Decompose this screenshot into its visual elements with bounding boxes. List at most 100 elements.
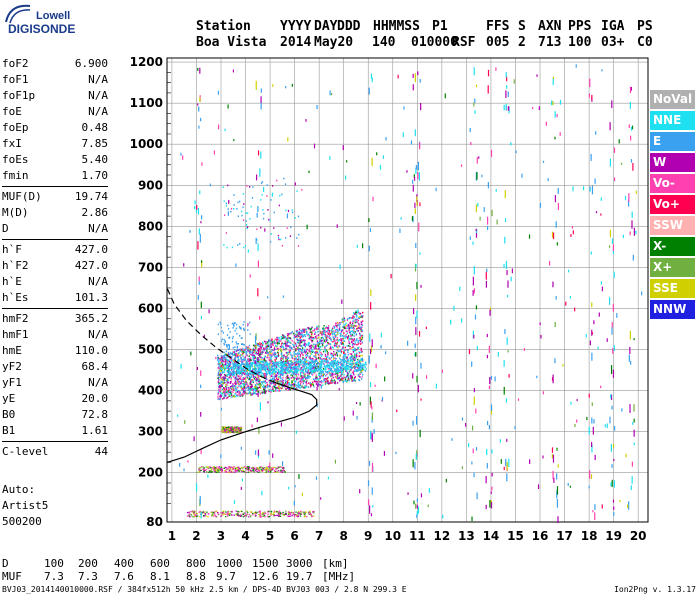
echo-point bbox=[276, 510, 278, 513]
echo-point bbox=[271, 342, 273, 345]
echo-point bbox=[269, 343, 272, 345]
echo-point bbox=[226, 361, 228, 364]
echo-point bbox=[260, 358, 262, 361]
echo-point bbox=[327, 342, 330, 345]
echo-point bbox=[227, 348, 229, 351]
echo-point bbox=[234, 348, 236, 351]
echo-point bbox=[240, 470, 242, 472]
echo-point bbox=[260, 352, 263, 354]
echo-point bbox=[222, 392, 224, 394]
echo-point bbox=[309, 345, 312, 347]
echo-point bbox=[223, 510, 225, 512]
echo-point bbox=[353, 354, 356, 356]
echo-point bbox=[269, 370, 271, 372]
echo-point bbox=[273, 354, 275, 356]
echo-point bbox=[301, 347, 304, 349]
echo-point bbox=[333, 363, 335, 366]
echo-point bbox=[274, 360, 277, 363]
echo-point bbox=[302, 335, 305, 338]
echo-point bbox=[338, 338, 341, 341]
echo-point bbox=[330, 353, 332, 356]
echo-point bbox=[234, 352, 236, 355]
echo-point bbox=[348, 368, 350, 370]
echo-point bbox=[297, 332, 300, 334]
echo-point bbox=[244, 383, 246, 386]
echo-point bbox=[297, 334, 299, 336]
echo-point bbox=[304, 339, 306, 342]
echo-point bbox=[238, 515, 240, 517]
echo-point bbox=[354, 311, 357, 314]
echo-point bbox=[224, 354, 226, 356]
echo-point bbox=[268, 339, 270, 341]
echo-point bbox=[261, 372, 264, 375]
echo-point bbox=[309, 371, 311, 374]
echo-point bbox=[311, 371, 313, 374]
echo-point bbox=[277, 513, 280, 515]
echo-point bbox=[252, 469, 254, 471]
echo-point bbox=[314, 328, 316, 330]
echo-point bbox=[279, 367, 282, 369]
echo-point bbox=[321, 345, 323, 348]
echo-point bbox=[221, 384, 223, 386]
echo-point bbox=[305, 343, 308, 346]
echo-point bbox=[232, 468, 235, 471]
echo-point bbox=[261, 344, 264, 347]
echo-point bbox=[329, 343, 332, 346]
echo-point bbox=[227, 351, 230, 354]
echo-point bbox=[230, 210, 232, 213]
echo-point bbox=[225, 367, 228, 369]
echo-point bbox=[217, 395, 219, 398]
echo-point bbox=[217, 467, 220, 469]
echo-point bbox=[198, 471, 201, 473]
echo-point bbox=[325, 345, 327, 348]
echo-point bbox=[233, 325, 235, 327]
echo-point bbox=[323, 339, 325, 342]
echo-point bbox=[260, 199, 262, 201]
echo-point bbox=[278, 339, 280, 341]
echo-point bbox=[320, 351, 322, 354]
echo-point bbox=[295, 357, 297, 360]
echo-point bbox=[281, 357, 283, 359]
echo-point bbox=[250, 359, 252, 361]
echo-point bbox=[319, 376, 322, 379]
echo-point bbox=[225, 353, 227, 356]
echo-point bbox=[231, 427, 234, 429]
echo-point bbox=[341, 369, 343, 372]
echo-point bbox=[360, 349, 362, 351]
echo-point bbox=[302, 375, 304, 378]
echo-point bbox=[316, 378, 318, 381]
echo-point bbox=[266, 368, 269, 371]
echo-point bbox=[293, 372, 295, 375]
echo-point bbox=[248, 357, 251, 360]
x-tick-label: 2 bbox=[192, 529, 200, 543]
echo-point bbox=[343, 340, 345, 342]
echo-point bbox=[281, 470, 283, 472]
echo-point bbox=[354, 331, 356, 333]
echo-point bbox=[341, 338, 343, 340]
echo-point bbox=[277, 371, 280, 374]
echo-point bbox=[211, 513, 214, 515]
echo-point bbox=[237, 215, 240, 218]
echo-point bbox=[298, 365, 300, 368]
echo-point bbox=[274, 383, 276, 386]
echo-point bbox=[343, 354, 345, 356]
echo-point bbox=[247, 468, 250, 470]
echo-point bbox=[229, 390, 231, 393]
echo-point bbox=[323, 378, 325, 381]
echo-point bbox=[259, 343, 261, 345]
echo-point bbox=[241, 470, 243, 473]
echo-point bbox=[361, 371, 363, 374]
echo-point bbox=[257, 352, 259, 355]
echo-point bbox=[271, 362, 274, 365]
echo-point bbox=[302, 363, 304, 366]
echo-point bbox=[297, 515, 299, 518]
echo-point bbox=[240, 515, 243, 517]
echo-point bbox=[300, 368, 302, 370]
echo-point bbox=[232, 359, 235, 362]
echo-point bbox=[308, 382, 310, 385]
echo-point bbox=[228, 359, 230, 362]
echo-point bbox=[260, 468, 263, 471]
echo-point bbox=[288, 341, 290, 343]
echo-point bbox=[335, 325, 338, 327]
echo-point bbox=[348, 379, 350, 382]
